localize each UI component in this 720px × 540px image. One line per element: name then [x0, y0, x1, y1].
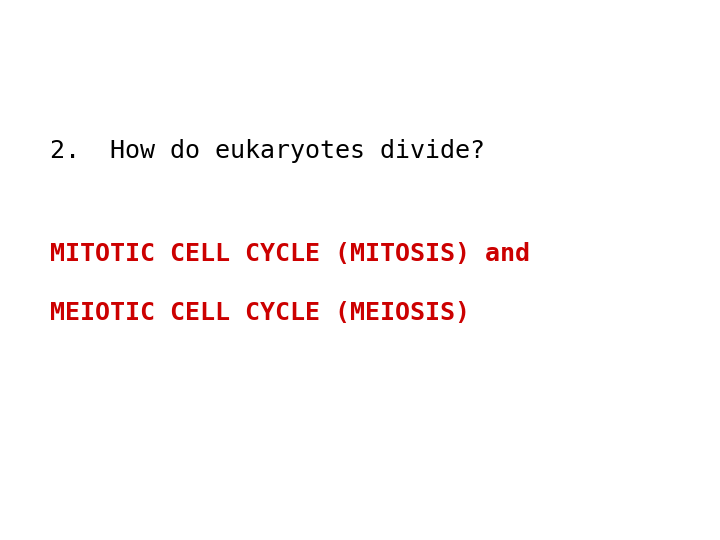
- Text: 2.  How do eukaryotes divide?: 2. How do eukaryotes divide?: [50, 139, 485, 163]
- Text: MEIOTIC CELL CYCLE (MEIOSIS): MEIOTIC CELL CYCLE (MEIOSIS): [50, 301, 470, 325]
- Text: MITOTIC CELL CYCLE (MITOSIS) and: MITOTIC CELL CYCLE (MITOSIS) and: [50, 242, 531, 266]
